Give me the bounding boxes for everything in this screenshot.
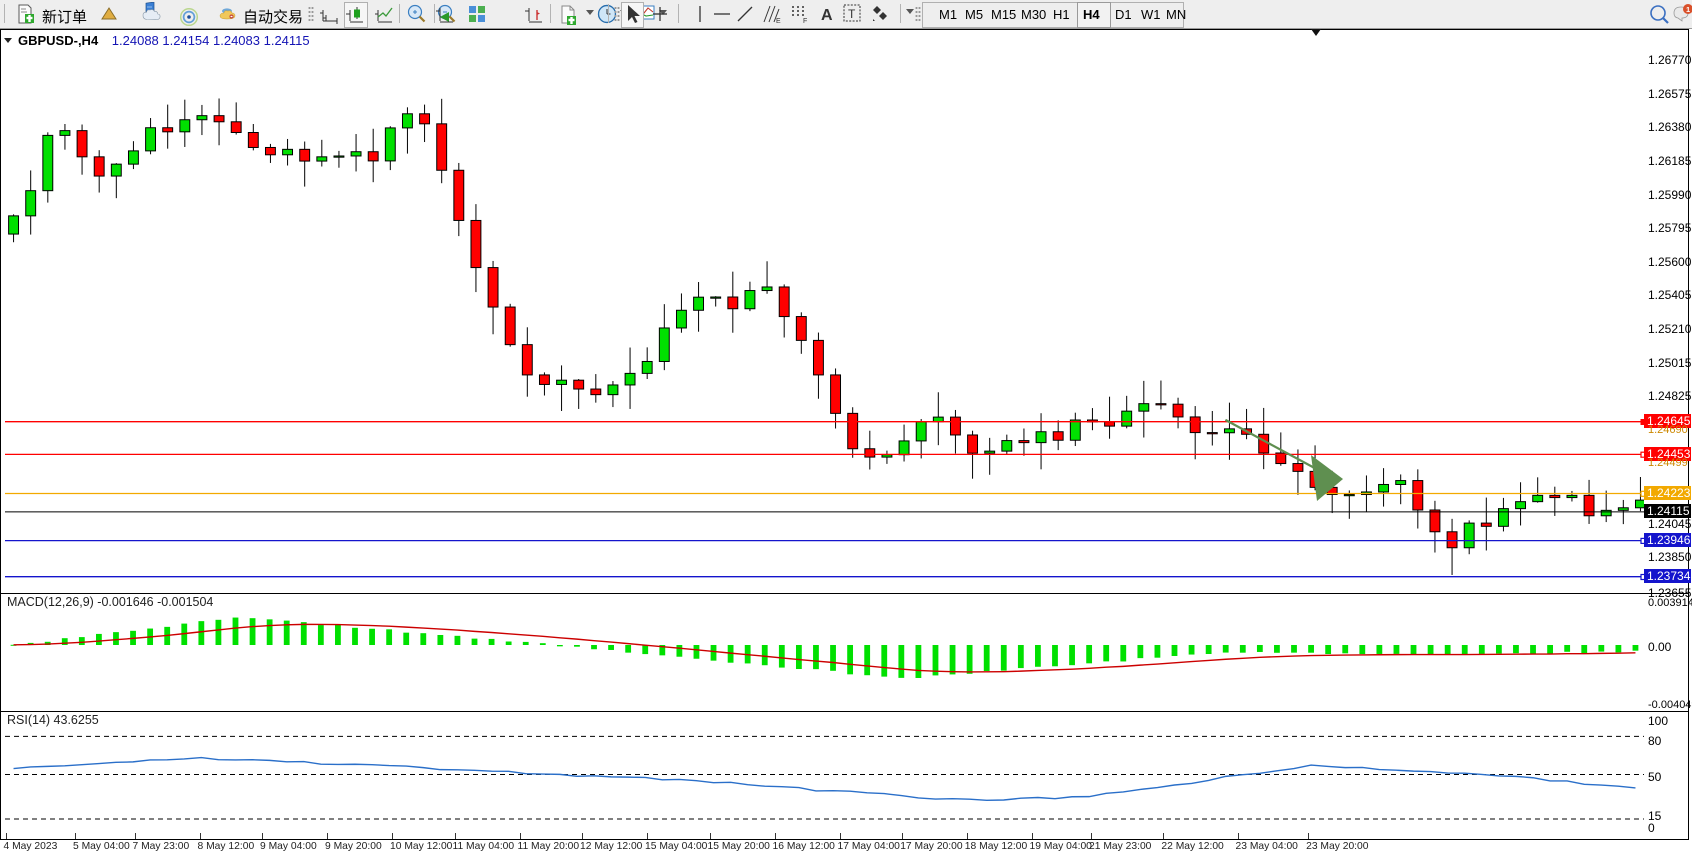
svg-text:A: A: [821, 7, 833, 24]
svg-text:T: T: [848, 7, 856, 21]
svg-text:E: E: [776, 18, 781, 25]
svg-text:1: 1: [1686, 5, 1690, 14]
svg-text:F: F: [803, 18, 807, 25]
